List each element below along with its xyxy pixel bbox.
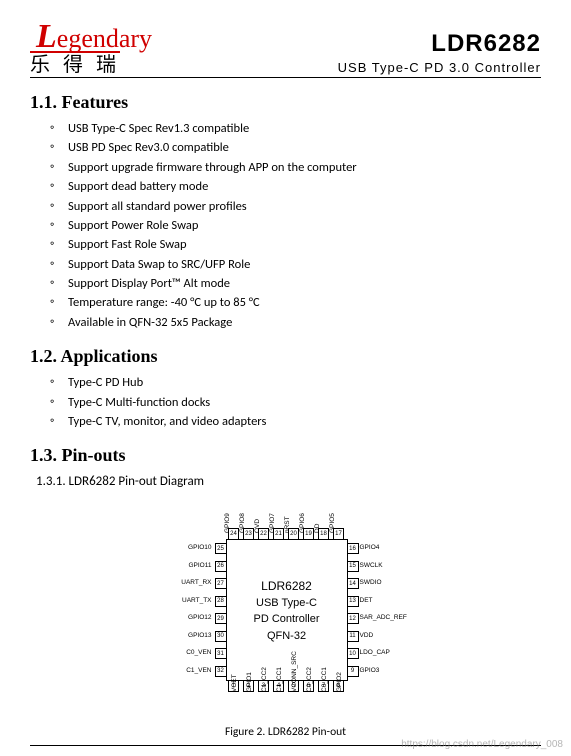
pin-label: UART_TX bbox=[151, 597, 212, 604]
figure-caption: Figure 2. LDR6282 Pin-out bbox=[225, 725, 346, 739]
pin-label: C0_CC2 bbox=[306, 667, 313, 692]
list-item: Available in QFN-32 5x5 Package bbox=[50, 313, 541, 332]
list-item: Support Data Swap to SRC/UFP Role bbox=[50, 255, 541, 274]
section-pinouts-title: 1.3. Pin-outs bbox=[30, 445, 541, 466]
pin-label: VCONN_SRC bbox=[291, 651, 298, 692]
pin-32: 32 bbox=[215, 666, 227, 677]
pin-label: GPIO2 bbox=[336, 672, 343, 692]
pin-label: nRST bbox=[284, 517, 291, 534]
watermark: https://blog.csdn.net/Legendary_008 bbox=[401, 739, 563, 750]
chip-area: LDR6282 USB Type-C PD Controller QFN-32 … bbox=[151, 499, 421, 719]
list-item: Support dead battery mode bbox=[50, 177, 541, 196]
part-number: LDR6282 bbox=[338, 30, 541, 58]
logo-rest: egendary bbox=[57, 24, 152, 53]
list-item: Type-C Multi-function docks bbox=[50, 393, 541, 412]
pin-label: GPIO12 bbox=[151, 614, 212, 621]
pin-label: GPIO7 bbox=[269, 513, 276, 533]
pin-label: GPIO4 bbox=[360, 544, 380, 551]
pin-30: 30 bbox=[215, 631, 227, 642]
list-item: Type-C TV, monitor, and video adapters bbox=[50, 412, 541, 431]
pin-26: 26 bbox=[215, 561, 227, 572]
pin-25: 25 bbox=[215, 543, 227, 554]
logo-chinese: 乐 得 瑞 bbox=[30, 55, 120, 75]
list-item: Support upgrade firmware through APP on … bbox=[50, 158, 541, 177]
list-item: Support all standard power profiles bbox=[50, 197, 541, 216]
pin-label: OVD bbox=[254, 519, 261, 533]
pin-label: VOET bbox=[231, 675, 238, 693]
pin-16: 16 bbox=[347, 543, 359, 554]
pin-label: DET bbox=[360, 597, 373, 604]
pin-label: GPIO1 bbox=[246, 672, 253, 692]
pinouts-subtitle: 1.3.1. LDR6282 Pin-out Diagram bbox=[36, 474, 541, 489]
pin-28: 28 bbox=[215, 596, 227, 607]
list-item: USB Type-C Spec Rev1.3 compatible bbox=[50, 119, 541, 138]
section-features-title: 1.1. Features bbox=[30, 92, 541, 113]
applications-list: Type-C PD HubType-C Multi-function docks… bbox=[50, 373, 541, 431]
pin-label: UART_RX bbox=[151, 579, 212, 586]
pin-13: 13 bbox=[347, 596, 359, 607]
pin-label: GPIO5 bbox=[329, 513, 336, 533]
pin-label: C1_CC1 bbox=[276, 667, 283, 692]
pin-label: GPIO13 bbox=[151, 632, 212, 639]
list-item: Type-C PD Hub bbox=[50, 373, 541, 392]
chip-text-2: USB Type-C bbox=[256, 595, 317, 612]
company-logo: Legendary 乐 得 瑞 bbox=[30, 20, 152, 75]
pin-label: GPIO3 bbox=[360, 667, 380, 674]
pin-27: 27 bbox=[215, 578, 227, 589]
pin-label: GPIO8 bbox=[239, 513, 246, 533]
pin-label: C0_CC1 bbox=[321, 667, 328, 692]
pin-label: SWCLK bbox=[360, 562, 383, 569]
logo-script: Legendary bbox=[30, 20, 152, 54]
list-item: Support Power Role Swap bbox=[50, 216, 541, 235]
pin-14: 14 bbox=[347, 578, 359, 589]
chip-text-1: LDR6282 bbox=[261, 577, 312, 595]
pin-31: 31 bbox=[215, 648, 227, 659]
pin-label: LDO_CAP bbox=[360, 649, 390, 656]
section-applications-title: 1.2. Applications bbox=[30, 346, 541, 367]
list-item: Support Fast Role Swap bbox=[50, 235, 541, 254]
pin-label: C1_CC2 bbox=[261, 667, 268, 692]
pin-label: C1_VEN bbox=[151, 667, 212, 674]
chip-body: LDR6282 USB Type-C PD Controller QFN-32 bbox=[226, 539, 348, 681]
title-block: LDR6282 USB Type-C PD 3.0 Controller bbox=[338, 30, 541, 75]
chip-text-3: PD Controller bbox=[253, 611, 319, 628]
product-subtitle: USB Type-C PD 3.0 Controller bbox=[338, 60, 541, 75]
pin-15: 15 bbox=[347, 561, 359, 572]
pin-label: GPIO11 bbox=[151, 562, 212, 569]
logo-initial: L bbox=[36, 18, 57, 55]
pin-29: 29 bbox=[215, 613, 227, 624]
pin-label: C0_VEN bbox=[151, 649, 212, 656]
pin-label: DD bbox=[314, 524, 321, 533]
list-item: USB PD Spec Rev3.0 compatible bbox=[50, 138, 541, 157]
pin-label: GPIO6 bbox=[299, 513, 306, 533]
list-item: Support Display Port™ Alt mode bbox=[50, 274, 541, 293]
pin-label: GPIO10 bbox=[151, 544, 212, 551]
pin-12: 12 bbox=[347, 613, 359, 624]
pin-label: SAR_ADC_REF bbox=[360, 614, 407, 621]
pin-11: 11 bbox=[347, 631, 359, 642]
pin-label: GPIO9 bbox=[224, 513, 231, 533]
pin-9: 9 bbox=[347, 666, 359, 677]
pinout-diagram: LDR6282 USB Type-C PD Controller QFN-32 … bbox=[30, 499, 541, 739]
pin-label: SWDIO bbox=[360, 579, 382, 586]
page-header: Legendary 乐 得 瑞 LDR6282 USB Type-C PD 3.… bbox=[30, 20, 541, 78]
list-item: Temperature range: -40 °C up to 85 °C bbox=[50, 293, 541, 312]
features-list: USB Type-C Spec Rev1.3 compatibleUSB PD … bbox=[50, 119, 541, 332]
chip-text-4: QFN-32 bbox=[267, 628, 306, 645]
pin-10: 10 bbox=[347, 648, 359, 659]
pin-label: VDD bbox=[360, 632, 374, 639]
